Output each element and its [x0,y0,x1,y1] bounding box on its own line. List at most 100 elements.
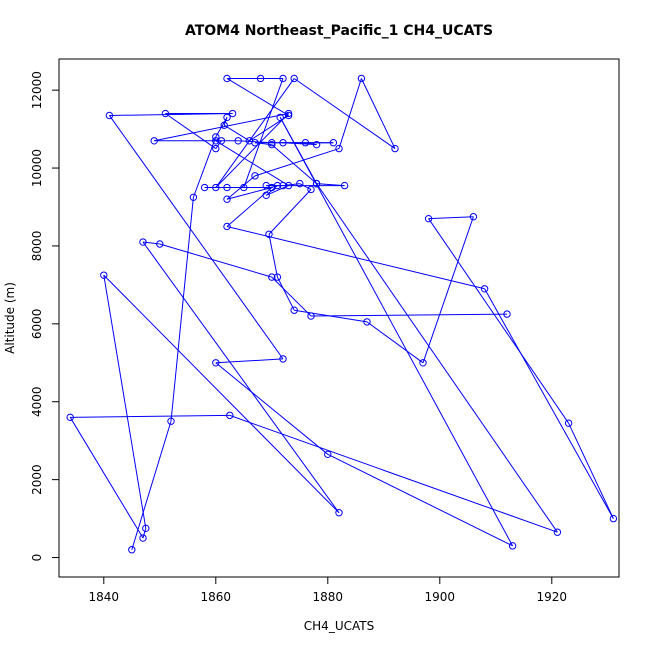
data-point [419,359,427,367]
series-segment [215,358,284,364]
series-segment [69,417,144,539]
data-point [268,139,276,147]
data-point [268,183,276,192]
x-tick-label: 1900 [425,590,456,604]
data-point [312,179,321,188]
data-point [167,417,175,425]
plot-frame [58,58,620,578]
data-point [66,413,74,422]
data-point [284,111,293,120]
series-segment [271,144,317,185]
series-segment [271,276,312,317]
series-segment [293,78,396,149]
data-point [340,181,349,190]
y-tick-label: 8000 [30,231,44,262]
data-point [139,238,147,246]
series-segment [215,78,295,188]
data-point [268,273,276,281]
data-point [262,191,270,200]
data-point [200,183,209,192]
series-points [66,74,618,554]
data-point [139,534,147,542]
data-point [363,318,371,326]
series-segment [279,117,514,547]
data-point [301,139,310,147]
data-point [424,214,433,223]
data-point [564,419,573,427]
x-tick-label: 1860 [201,590,232,604]
data-point [256,74,265,83]
data-point [220,121,228,129]
data-point [312,140,321,149]
series-segment [223,124,250,142]
data-point [100,271,108,279]
data-point [307,185,315,194]
data-point [217,137,226,145]
series-segment [142,528,147,539]
data-point [279,181,287,190]
data-point [150,137,158,145]
data-point [223,195,231,203]
series-segment [428,216,474,220]
series-segment [226,187,272,200]
data-point [335,509,343,517]
data-point [480,285,489,293]
series-segment [109,113,233,116]
series-segment [226,78,289,116]
data-point [335,144,343,153]
series-segment [215,362,329,455]
data-point [142,524,150,533]
series-segment [226,187,273,227]
data-point [212,144,220,153]
series-segment [276,276,295,311]
series-lines [69,77,614,550]
series-segment [360,78,396,149]
series-segment [108,115,284,360]
data-point [329,139,338,147]
y-tick-label: 4000 [30,386,44,417]
data-point [276,113,284,122]
series-segment [428,218,570,424]
y-tick-label: 2000 [30,464,44,495]
data-point [279,139,287,147]
y-tick-label: 6000 [30,309,44,340]
data-point [223,74,231,83]
y-axis-label: Altitude (m) [3,282,17,354]
data-point [161,109,170,118]
series-segment [165,113,217,149]
x-tick-label: 1840 [89,590,120,604]
series-segment [192,136,217,198]
series-segment [103,275,147,529]
series-segment [316,183,558,533]
data-point [128,546,136,554]
data-point [212,133,220,141]
series-segment [310,313,508,317]
data-point [251,172,259,180]
series-segment [229,414,558,533]
data-point [290,74,298,83]
data-point [503,310,511,318]
series-segment [327,453,513,547]
series-segment [215,140,289,187]
x-axis-label: CH4_UCATS [304,619,374,633]
data-point [284,109,293,118]
data-point [273,273,282,281]
data-point [324,450,332,459]
y-tick-label: 10000 [30,149,44,187]
x-tick-label: 1880 [313,590,344,604]
series-segment [142,241,340,514]
series-segment [484,288,614,519]
series-segment [279,117,318,184]
data-point [279,74,287,83]
data-point [268,140,276,149]
series-segment [131,421,172,550]
series-segment [299,183,312,190]
series-segment [266,185,289,196]
series-segment [215,140,222,149]
data-point [553,528,562,536]
data-point [212,183,220,192]
series-segment [70,414,230,418]
data-point [307,312,315,320]
data-point [223,222,231,231]
data-point [279,355,287,363]
